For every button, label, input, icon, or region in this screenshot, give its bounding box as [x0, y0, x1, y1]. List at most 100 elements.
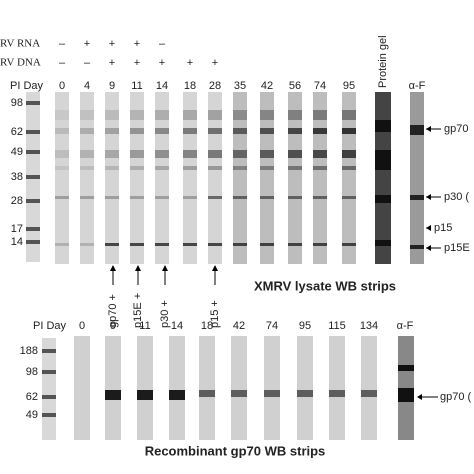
- arrow-head: [426, 245, 431, 251]
- band: [105, 390, 121, 400]
- band: [260, 150, 274, 158]
- strip: [410, 92, 424, 264]
- caption: XMRV lysate WB strips: [254, 278, 396, 293]
- pi-day-label: PI Day: [33, 320, 67, 332]
- band: [169, 390, 185, 400]
- band: [183, 150, 197, 158]
- strip: [74, 336, 90, 440]
- day-label: 95: [343, 80, 355, 92]
- mw-label: 98: [11, 97, 23, 109]
- band: [105, 243, 119, 246]
- day-label: 0: [59, 80, 65, 92]
- strip: [199, 336, 215, 440]
- arrow-label: p15E +: [132, 293, 144, 328]
- band: [375, 240, 391, 246]
- strip: [361, 336, 377, 440]
- sign: +: [134, 38, 140, 50]
- band: [105, 110, 119, 120]
- sign: +: [84, 38, 90, 50]
- band: [55, 128, 69, 134]
- band: [233, 196, 247, 199]
- band: [55, 150, 69, 158]
- band: [288, 150, 302, 158]
- day-label: 134: [360, 320, 378, 332]
- band: [80, 196, 94, 199]
- day-label: 14: [171, 320, 183, 332]
- row-label: RV DNA: [0, 57, 41, 69]
- band: [130, 128, 144, 134]
- band: [375, 150, 391, 170]
- band: [199, 390, 215, 397]
- band: [183, 166, 197, 170]
- arrow-head: [417, 394, 422, 400]
- band: [155, 110, 169, 120]
- band: [208, 196, 222, 199]
- sign: –: [159, 38, 166, 50]
- caption: Recombinant gp70 WB strips: [145, 443, 326, 458]
- band: [361, 390, 377, 397]
- strip: [55, 92, 69, 264]
- band: [183, 110, 197, 120]
- strip: [313, 92, 327, 264]
- strip: [130, 92, 144, 264]
- band: [288, 196, 302, 199]
- band: [342, 150, 356, 158]
- mw-label: 17: [11, 223, 23, 235]
- band: [183, 243, 197, 246]
- strip: [105, 92, 119, 264]
- band: [342, 110, 356, 120]
- arrow-head: [110, 265, 116, 271]
- day-label: 74: [266, 320, 278, 332]
- mw-label: 38: [11, 171, 23, 183]
- band: [313, 128, 327, 134]
- band: [155, 196, 169, 199]
- arrow-head: [426, 126, 431, 132]
- day-label: 42: [233, 320, 245, 332]
- band: [105, 150, 119, 158]
- day-label: 74: [314, 80, 326, 92]
- band: [130, 166, 144, 170]
- sign: +: [159, 57, 165, 69]
- mw-label: 14: [11, 236, 23, 248]
- arrow-label: gp70 +: [107, 294, 119, 328]
- band: [155, 166, 169, 170]
- band-label: gp70 (: [440, 391, 472, 403]
- band: [260, 196, 274, 199]
- band-label: p15E: [444, 242, 470, 254]
- band: [155, 150, 169, 158]
- band: [313, 150, 327, 158]
- strip: [169, 336, 185, 440]
- mw-label: 188: [20, 345, 38, 357]
- band: [260, 128, 274, 134]
- day-label: 28: [209, 80, 221, 92]
- band: [130, 196, 144, 199]
- day-label: 115: [328, 320, 346, 332]
- band: [105, 196, 119, 199]
- sign: +: [212, 57, 218, 69]
- strip: [375, 92, 391, 264]
- day-label: 4: [84, 80, 90, 92]
- band: [398, 388, 414, 402]
- strip: [297, 336, 313, 440]
- mw-label: 49: [26, 409, 38, 421]
- band: [342, 166, 356, 170]
- band: [297, 390, 313, 397]
- day-label: 35: [234, 80, 246, 92]
- band: [55, 196, 69, 199]
- strip: [264, 336, 280, 440]
- arrow-head: [162, 265, 168, 271]
- band: [313, 196, 327, 199]
- day-label: 42: [261, 80, 273, 92]
- band: [137, 390, 153, 400]
- band: [313, 110, 327, 120]
- arrow-head: [426, 194, 431, 200]
- band: [264, 390, 280, 397]
- band: [260, 243, 274, 246]
- marker-band: [42, 370, 56, 374]
- band: [80, 243, 94, 246]
- strip: [208, 92, 222, 264]
- band: [342, 128, 356, 134]
- band: [55, 243, 69, 246]
